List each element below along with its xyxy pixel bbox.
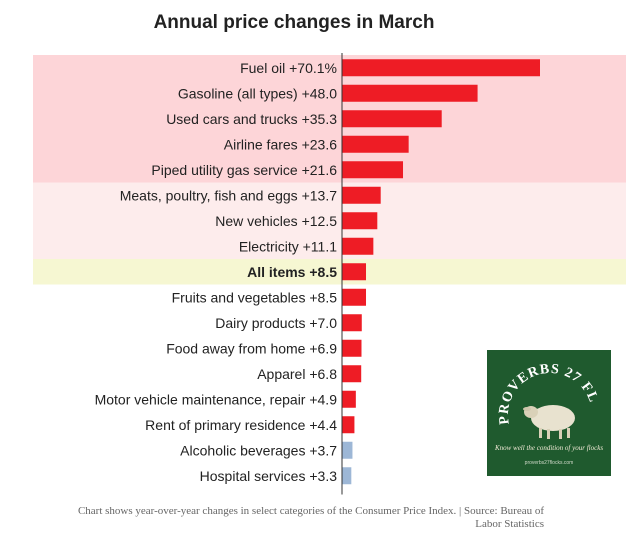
bar-electricity <box>342 237 374 255</box>
category-label: All items +8.5 <box>247 264 337 280</box>
bar-alcoholic-beverages <box>342 441 353 459</box>
category-label: Motor vehicle maintenance, repair +4.9 <box>95 391 338 407</box>
category-label: Gasoline (all types) +48.0 <box>178 85 337 101</box>
category-label: Rent of primary residence +4.4 <box>145 417 337 433</box>
bar-fruits-and-vegetables <box>342 288 367 306</box>
category-label: Food away from home +6.9 <box>166 340 337 356</box>
category-label: Fruits and vegetables +8.5 <box>172 289 338 305</box>
bar-motor-vehicle-maintenance-repair <box>342 390 356 408</box>
category-label: Piped utility gas service +21.6 <box>151 162 337 178</box>
category-label: Used cars and trucks +35.3 <box>166 111 337 127</box>
bar-all-items <box>342 263 367 281</box>
bar-gasoline-all-types <box>342 84 478 102</box>
bar-dairy-products <box>342 314 362 332</box>
sheep-icon <box>523 405 575 439</box>
row-band-allitems <box>33 259 626 285</box>
logo-footer: proverbs27flocks.com <box>525 460 574 466</box>
category-label: Hospital services +3.3 <box>200 468 338 484</box>
category-label: Electricity +11.1 <box>239 238 337 254</box>
bar-fuel-oil <box>342 59 540 77</box>
logo-tagline: Know well the condition of your flocks <box>494 444 603 452</box>
bar-rent-of-primary-residence <box>342 416 355 434</box>
bar-apparel <box>342 365 362 383</box>
chart-source-note: Chart shows year-over-year changes in se… <box>77 505 544 530</box>
bar-chart: Fuel oil +70.1% Gasoline (all types) +48.… <box>33 53 626 495</box>
bar-used-cars-and-trucks <box>342 110 442 128</box>
category-label: Meats, poultry, fish and eggs +13.7 <box>120 187 337 203</box>
category-label: Apparel +6.8 <box>257 366 337 382</box>
row-band-mid <box>33 182 626 259</box>
bar-food-away-from-home <box>342 339 362 357</box>
bar-hospital-services <box>342 467 352 485</box>
bar-meats-poultry-fish-and-eggs <box>342 186 381 204</box>
bar-new-vehicles <box>342 212 378 230</box>
category-label: Alcoholic beverages +3.7 <box>180 442 337 458</box>
bar-airline-fares <box>342 135 409 153</box>
bar-piped-utility-gas-service <box>342 161 404 179</box>
category-label: New vehicles +12.5 <box>215 213 337 229</box>
proverbs-27-flocks-logo: PROVERBS 27 FLOCKS Know well the conditi… <box>487 350 611 476</box>
category-label: Fuel oil +70.1% <box>240 60 337 76</box>
chart-title: Annual price changes in March <box>153 12 435 33</box>
category-label: Airline fares +23.6 <box>224 136 337 152</box>
category-label: Dairy products +7.0 <box>215 315 337 331</box>
